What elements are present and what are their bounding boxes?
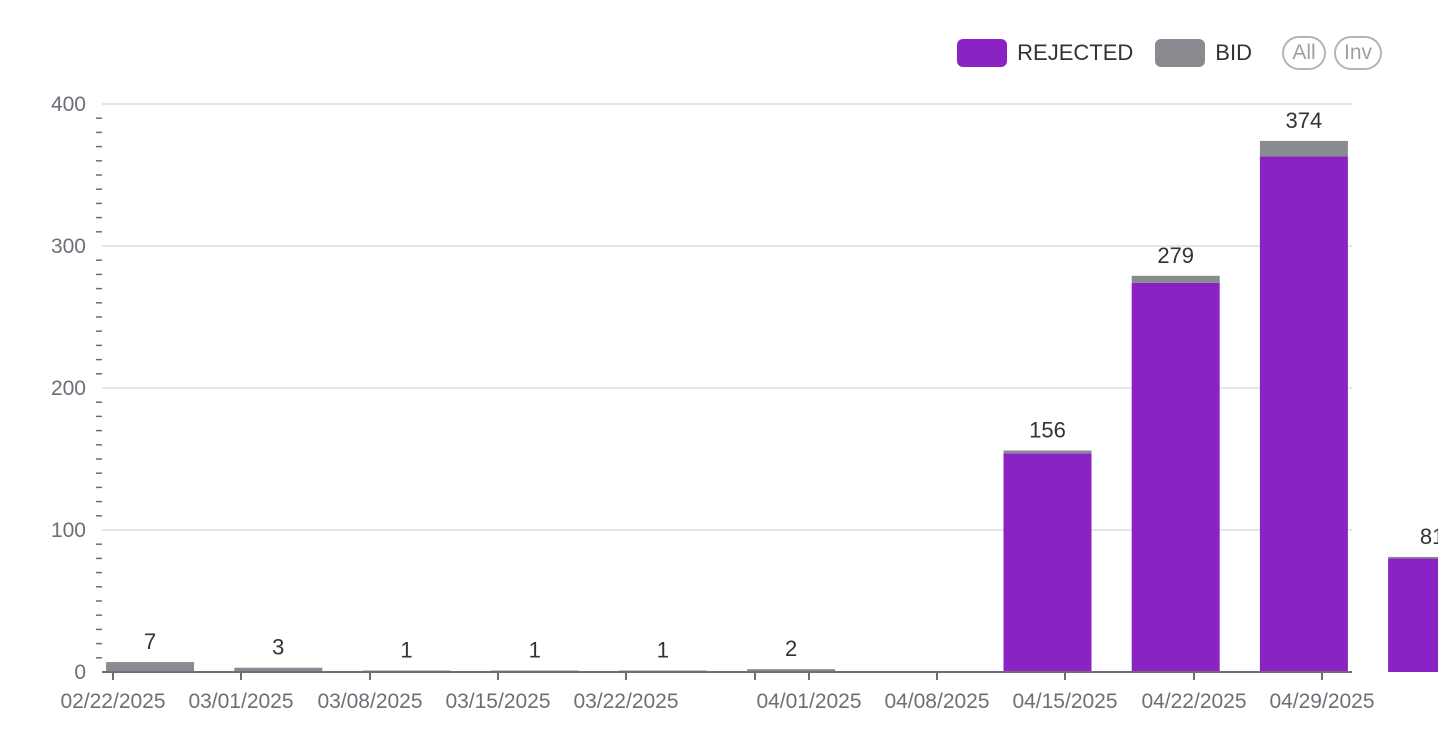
legend-swatch-rejected <box>957 39 1008 67</box>
bar-total-label: 7 <box>144 629 156 654</box>
legend: REJECTED BID All Inv <box>957 36 1382 70</box>
bar-bid <box>234 667 323 672</box>
bar-total-label: 81 <box>1420 524 1438 549</box>
y-tick-label: 300 <box>51 235 86 258</box>
bar-rejected <box>1131 282 1220 672</box>
bar-bid <box>106 662 195 672</box>
bar-bid <box>747 669 836 672</box>
y-axis: 0 100 200 300 400 <box>51 93 102 684</box>
bar-rejected <box>1259 156 1348 673</box>
x-tick-label: 03/08/2025 <box>317 690 422 713</box>
y-tick-label: 400 <box>51 93 86 116</box>
value-labels: 7 3 1 1 1 2 156 279 374 81 <box>144 108 1438 663</box>
bar-total-label: 1 <box>529 638 541 663</box>
bar-total-label: 1 <box>400 638 412 663</box>
bar-total-label: 374 <box>1286 108 1323 133</box>
legend-item-bid[interactable]: BID <box>1155 39 1252 67</box>
bar-total-label: 1 <box>657 638 669 663</box>
legend-label-bid: BID <box>1215 40 1252 65</box>
select-all-button[interactable]: All <box>1281 36 1326 70</box>
y-tick-label: 100 <box>51 519 86 542</box>
legend-swatch-bid <box>1155 39 1206 67</box>
bar-bid <box>1131 275 1220 283</box>
bar-total-label: 279 <box>1157 243 1194 268</box>
x-axis: 02/22/2025 03/01/2025 03/08/2025 03/15/2025… <box>60 671 1375 713</box>
bar-bid <box>1003 450 1092 454</box>
x-tick-label: 04/22/2025 <box>1141 690 1246 713</box>
bar-total-label: 2 <box>785 636 797 661</box>
bar-total-label: 3 <box>272 635 284 660</box>
y-tick-label: 0 <box>74 661 86 684</box>
x-tick-label: 02/22/2025 <box>60 690 165 713</box>
bars <box>106 140 1438 673</box>
y-tick-label: 200 <box>51 377 86 400</box>
x-tick-label: 03/15/2025 <box>445 690 550 713</box>
invert-selection-button[interactable]: Inv <box>1333 36 1382 70</box>
legend-label-rejected: REJECTED <box>1017 40 1134 65</box>
x-tick-label: 04/29/2025 <box>1269 690 1374 713</box>
legend-item-rejected[interactable]: REJECTED <box>957 39 1133 67</box>
bar-bid <box>1388 556 1438 559</box>
bar-total-label: 156 <box>1029 417 1066 442</box>
bar-rejected <box>1388 558 1438 672</box>
x-tick-label: 04/08/2025 <box>884 690 989 713</box>
x-tick-label: 03/22/2025 <box>573 690 678 713</box>
x-tick-label: 04/01/2025 <box>756 690 861 713</box>
x-tick-label: 03/01/2025 <box>188 690 293 713</box>
bar-rejected <box>1003 453 1092 672</box>
bar-bid <box>1259 140 1348 157</box>
x-tick-label: 04/15/2025 <box>1012 690 1117 713</box>
